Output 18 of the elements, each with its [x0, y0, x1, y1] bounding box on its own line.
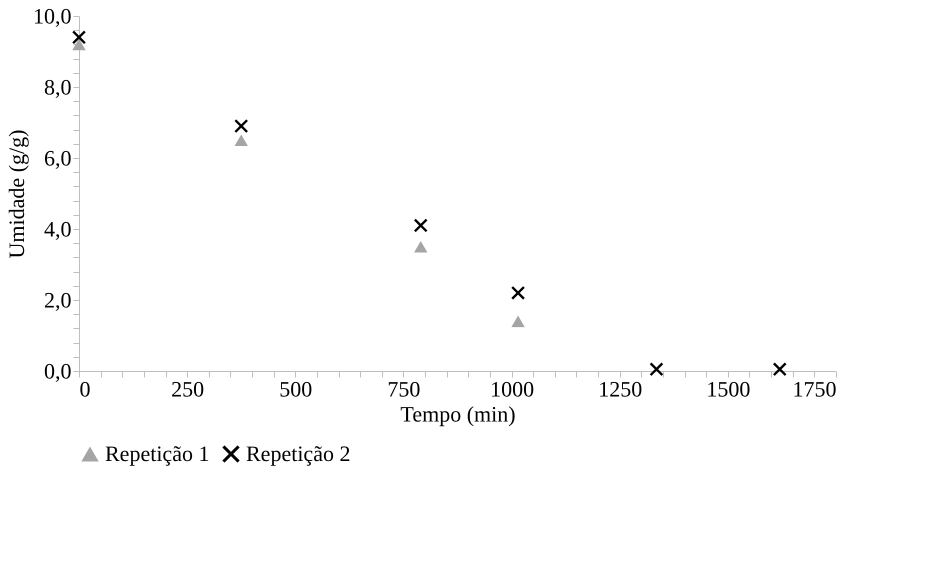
- x-tick-label: 0: [80, 376, 90, 402]
- y-tick-label: 0,0: [44, 358, 72, 384]
- y-tick-label: 8,0: [44, 74, 72, 100]
- x-tick-label: 1500: [706, 376, 750, 402]
- x-axis-title: Tempo (min): [400, 402, 516, 426]
- y-tick-label: 2,0: [44, 288, 72, 312]
- x-tick-label: 250: [171, 376, 204, 402]
- x-tick-label: 500: [279, 376, 312, 402]
- x-tick-label: 1250: [598, 376, 642, 402]
- y-tick-label: 4,0: [44, 216, 72, 242]
- x-tick-label: 1750: [792, 376, 836, 402]
- x-tick-label: 750: [387, 376, 420, 402]
- legend-label: Repetição 2: [246, 441, 350, 466]
- y-tick-label: 10,0: [33, 4, 72, 28]
- y-tick-label: 6,0: [44, 146, 72, 170]
- x-tick-label: 1000: [490, 376, 534, 402]
- legend-label: Repetição 1: [105, 441, 210, 466]
- y-axis-title: Umidade (g/g): [4, 130, 29, 258]
